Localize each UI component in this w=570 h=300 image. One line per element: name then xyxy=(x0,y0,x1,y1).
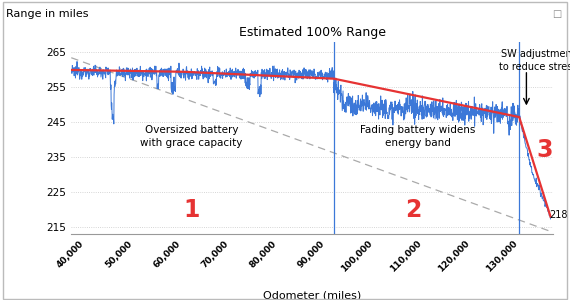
Text: 3: 3 xyxy=(536,138,552,162)
Text: Oversized battery
with grace capacity: Oversized battery with grace capacity xyxy=(140,125,243,148)
Text: Fading battery widens
energy band: Fading battery widens energy band xyxy=(360,125,476,148)
X-axis label: Odometer (miles): Odometer (miles) xyxy=(263,290,361,300)
Text: 2: 2 xyxy=(405,198,421,222)
Text: 1: 1 xyxy=(184,198,200,222)
Title: Estimated 100% Range: Estimated 100% Range xyxy=(239,26,385,39)
Text: Range in miles: Range in miles xyxy=(6,9,88,19)
Text: □: □ xyxy=(552,9,561,19)
Text: SW adjustment
to reduce stress: SW adjustment to reduce stress xyxy=(499,49,570,72)
Text: 218: 218 xyxy=(549,210,568,220)
